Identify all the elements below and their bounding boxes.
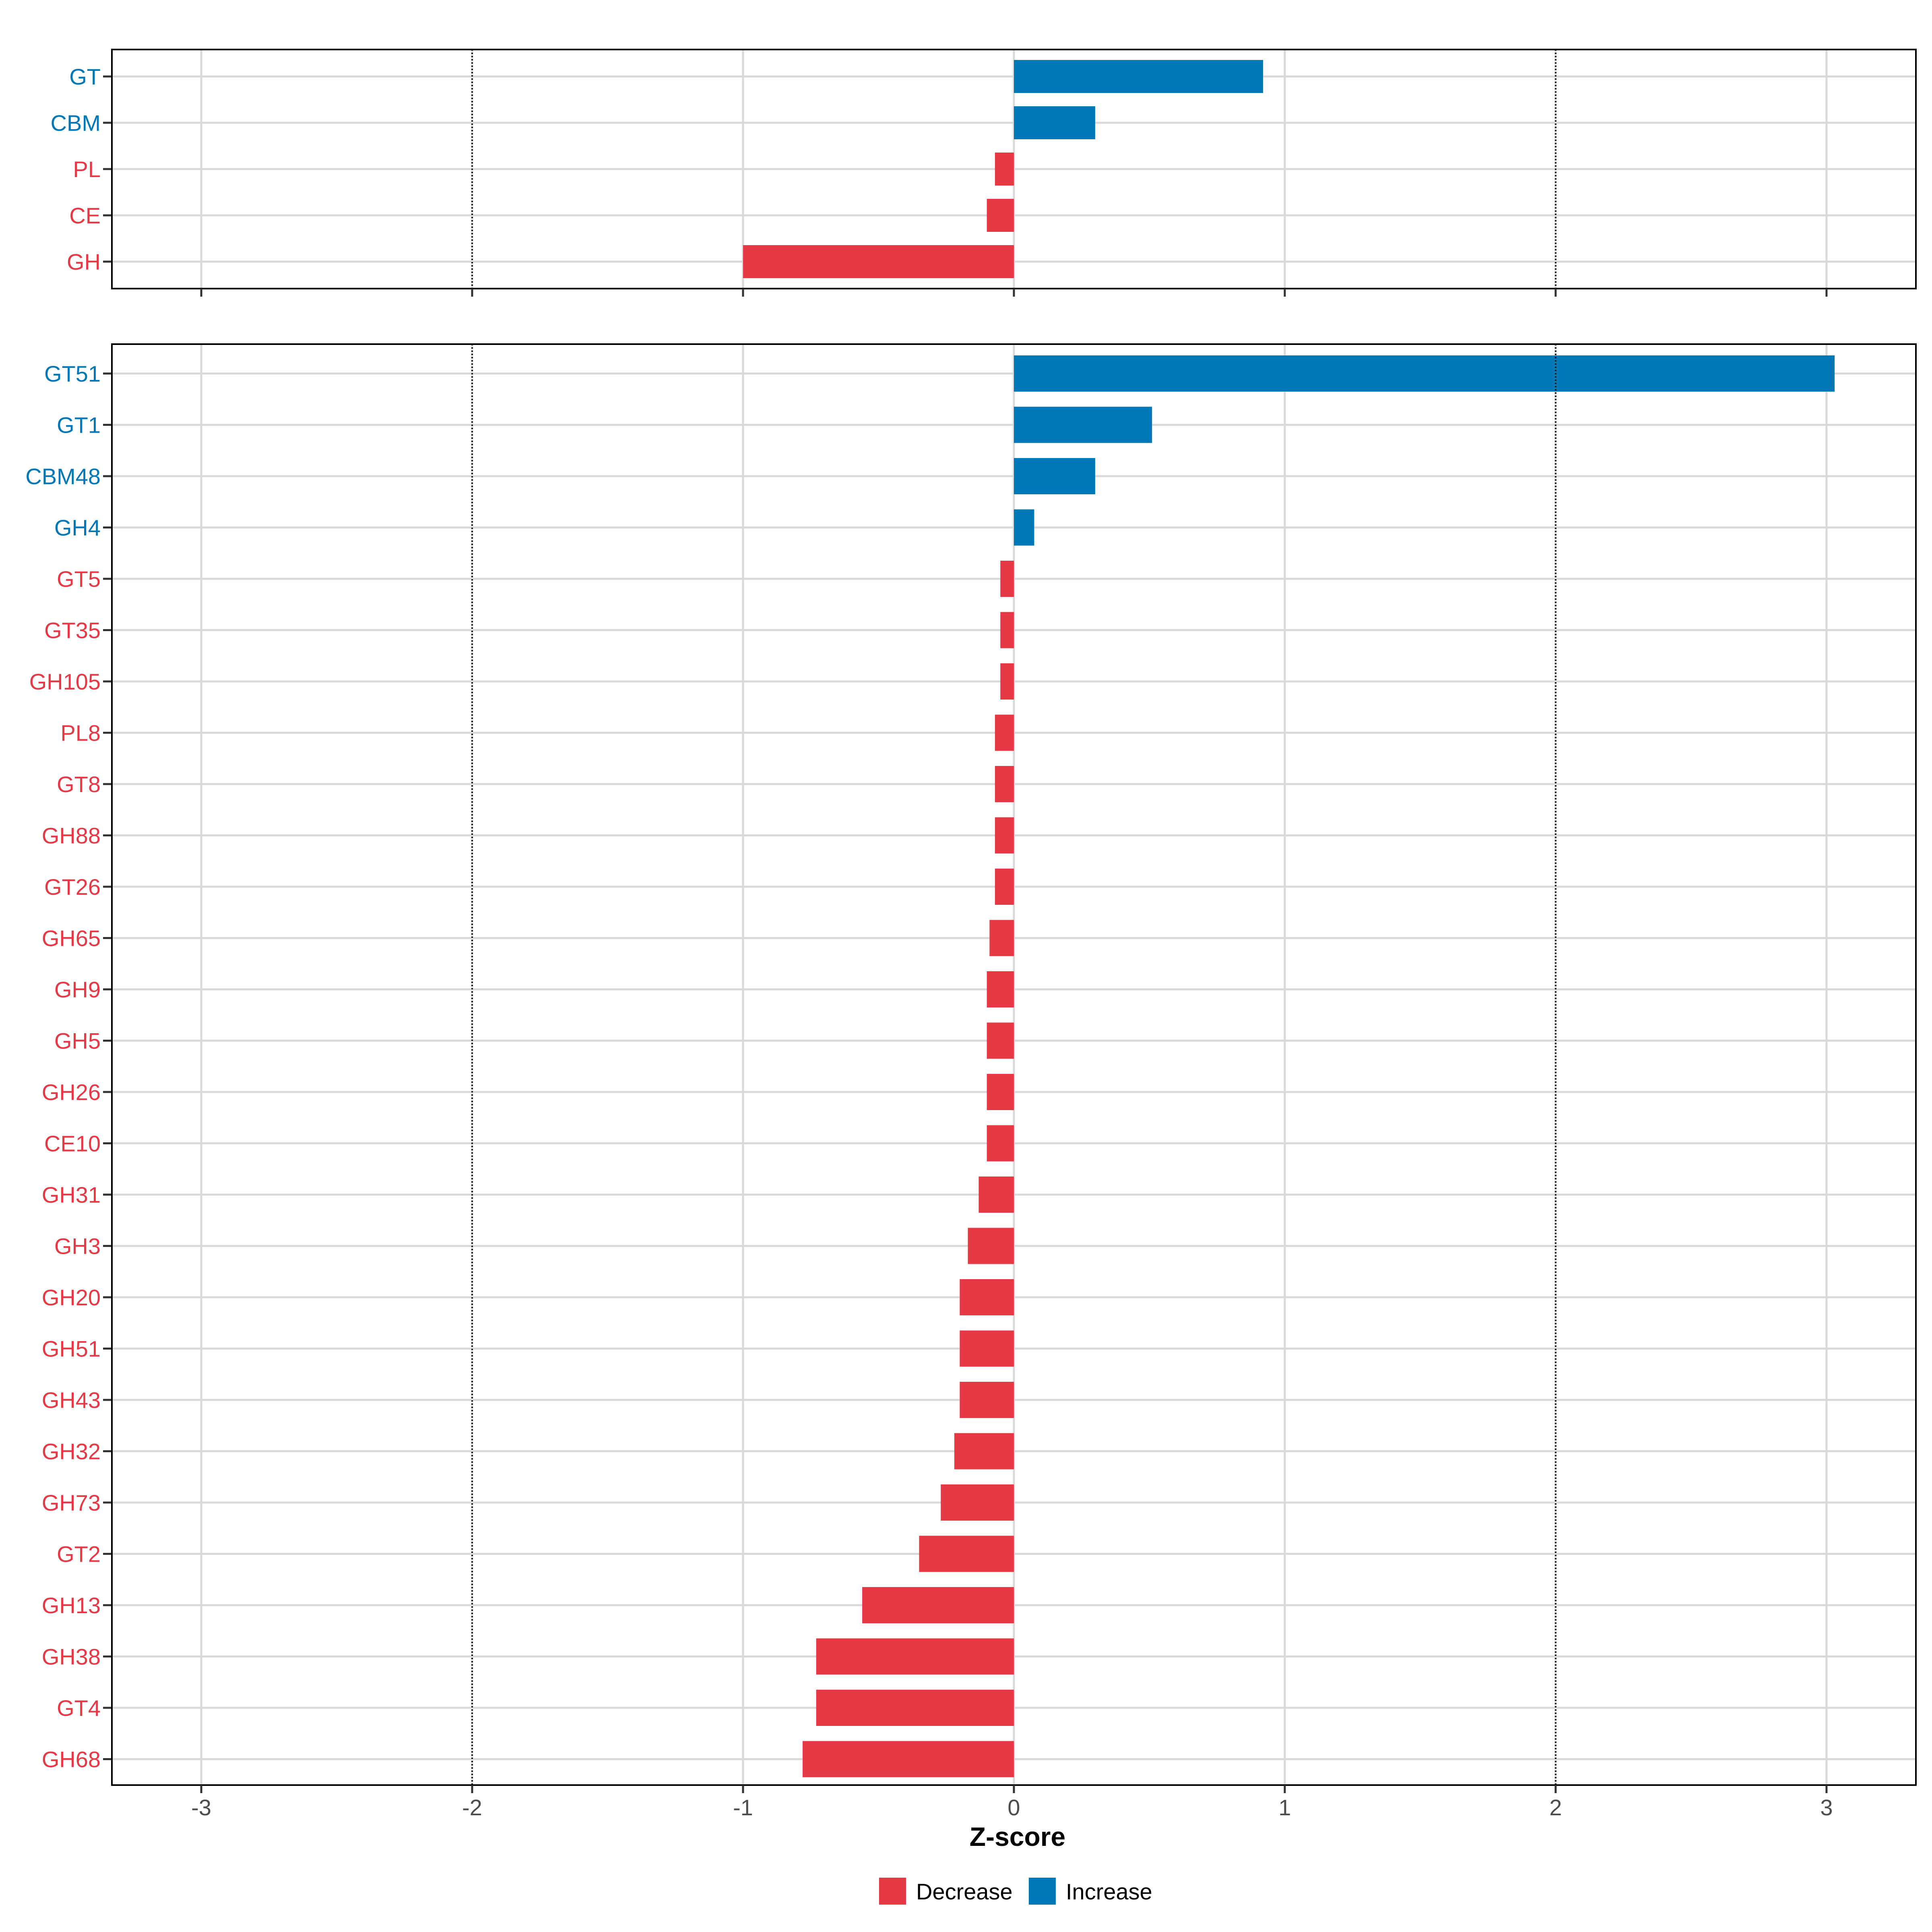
- category-label-gh32: GH32: [42, 1439, 101, 1464]
- bar-gh43: [960, 1382, 1014, 1418]
- class-panel: GT CBM PL CE GH: [51, 49, 1917, 297]
- legend: Decrease Increase: [879, 1878, 1152, 1905]
- x-tick-label--3: -3: [191, 1795, 211, 1820]
- x-tick-label-2: 2: [1549, 1795, 1562, 1820]
- category-label-gh88: GH88: [42, 823, 101, 848]
- x-tick-label--2: -2: [462, 1795, 482, 1820]
- bar-gt: [1014, 60, 1263, 93]
- category-label-ce: CE: [69, 203, 101, 228]
- category-label-pl8: PL8: [60, 720, 101, 746]
- legend-label-decrease: Decrease: [916, 1879, 1013, 1904]
- bar-gh13: [862, 1587, 1014, 1623]
- legend-key-increase: [1029, 1878, 1056, 1905]
- category-label-gt4: GT4: [57, 1695, 101, 1721]
- category-label-gt1: GT1: [57, 413, 101, 438]
- bar-gh73: [941, 1484, 1014, 1521]
- category-label-gh5: GH5: [54, 1028, 101, 1054]
- bar-ce10: [987, 1125, 1014, 1162]
- category-label-gh65: GH65: [42, 926, 101, 951]
- category-label-gh3: GH3: [54, 1234, 101, 1259]
- bar-pl8: [995, 714, 1014, 751]
- bar-gh38: [816, 1638, 1014, 1675]
- category-label-gt5: GT5: [57, 566, 101, 592]
- bar-gt1: [1014, 407, 1152, 443]
- category-label-gh73: GH73: [42, 1490, 101, 1515]
- category-label-gh26: GH26: [42, 1080, 101, 1105]
- category-label-gh51: GH51: [42, 1336, 101, 1362]
- category-label-gt26: GT26: [44, 874, 101, 900]
- bar-cbm48: [1014, 458, 1095, 494]
- bar-gh26: [987, 1074, 1014, 1110]
- category-label-gt: GT: [69, 64, 101, 89]
- category-label-cbm48: CBM48: [25, 464, 101, 489]
- bar-gt51: [1014, 355, 1835, 392]
- category-label-gh4: GH4: [54, 515, 101, 541]
- category-label-gh13: GH13: [42, 1593, 101, 1618]
- bar-gh9: [987, 971, 1014, 1007]
- bar-gh20: [960, 1279, 1014, 1315]
- bar-gh4: [1014, 509, 1034, 546]
- category-label-gh43: GH43: [42, 1387, 101, 1413]
- category-label-gh: GH: [67, 249, 101, 275]
- family-panel: GT51 GT1 CBM48 GH4 GT5 GT35 GH105 PL8 GT8 GH88 GT2…: [25, 343, 1917, 1793]
- x-axis-title: Z-score: [970, 1822, 1065, 1852]
- bar-gt26: [995, 869, 1014, 905]
- bar-gh5: [987, 1022, 1014, 1059]
- category-label-cbm: CBM: [51, 110, 101, 136]
- bar-cbm: [1014, 106, 1095, 139]
- bar-gh68: [803, 1741, 1014, 1777]
- category-label-gh20: GH20: [42, 1285, 101, 1310]
- category-label-gh9: GH9: [54, 977, 101, 1002]
- legend-label-increase: Increase: [1066, 1879, 1152, 1904]
- bar-gt4: [816, 1690, 1014, 1726]
- category-label-pl: PL: [73, 157, 101, 182]
- bar-gt2: [919, 1536, 1014, 1572]
- bar-gt35: [1000, 612, 1014, 648]
- category-label-gh31: GH31: [42, 1182, 101, 1208]
- category-label-gh105: GH105: [29, 669, 101, 694]
- bar-gh31: [978, 1177, 1014, 1213]
- x-tick-label-3: 3: [1820, 1795, 1833, 1820]
- bar-gh65: [989, 920, 1014, 956]
- bar-gh: [743, 245, 1014, 278]
- x-tick-label-0: 0: [1007, 1795, 1020, 1820]
- bar-gh51: [960, 1330, 1014, 1367]
- bar-gh105: [1000, 663, 1014, 700]
- bar-ce: [987, 199, 1014, 232]
- bar-gt8: [995, 766, 1014, 802]
- x-tick-label--1: -1: [733, 1795, 753, 1820]
- category-label-gt8: GT8: [57, 772, 101, 797]
- bar-gh88: [995, 817, 1014, 854]
- category-label-gh38: GH38: [42, 1644, 101, 1670]
- category-label-gh68: GH68: [42, 1747, 101, 1772]
- bar-gh32: [954, 1433, 1014, 1470]
- bar-gt5: [1000, 561, 1014, 597]
- x-axis: -3 -2 -1 0 1 2 3: [191, 1795, 1833, 1820]
- legend-key-decrease: [879, 1878, 906, 1905]
- bar-pl: [995, 153, 1014, 186]
- category-label-gt35: GT35: [44, 618, 101, 643]
- bar-gh3: [968, 1228, 1014, 1264]
- category-label-ce10: CE10: [44, 1131, 101, 1156]
- category-label-gt51: GT51: [44, 361, 101, 386]
- category-label-gt2: GT2: [57, 1542, 101, 1567]
- x-tick-label-1: 1: [1278, 1795, 1291, 1820]
